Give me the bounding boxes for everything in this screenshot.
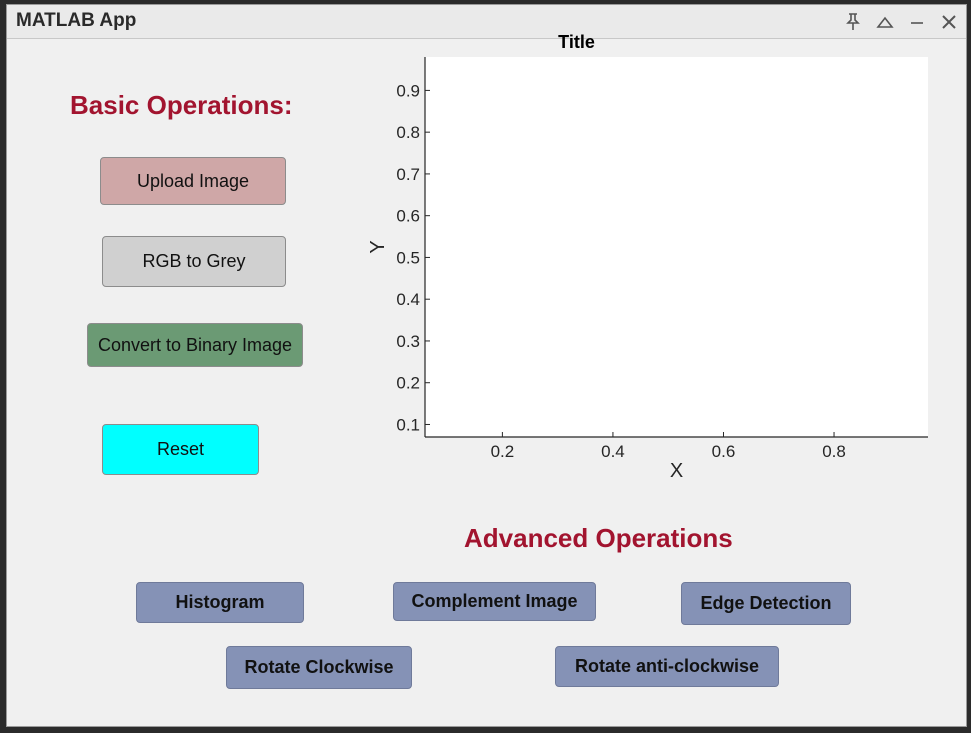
y-tick-label: 0.6 <box>396 207 420 226</box>
y-tick-label: 0.5 <box>396 248 420 267</box>
close-icon[interactable] <box>938 11 960 33</box>
rgb-to-grey-button[interactable]: RGB to Grey <box>102 236 286 287</box>
x-tick-label: 0.8 <box>822 442 846 461</box>
convert-to-binary-button[interactable]: Convert to Binary Image <box>87 323 303 367</box>
basic-operations-heading: Basic Operations: <box>70 90 293 120</box>
rotate-clockwise-button[interactable]: Rotate Clockwise <box>226 646 412 689</box>
reset-button[interactable]: Reset <box>102 424 259 475</box>
histogram-button[interactable]: Histogram <box>136 582 304 623</box>
collapse-icon[interactable] <box>874 11 896 33</box>
x-axis-label: X <box>670 460 683 482</box>
y-tick-label: 0.2 <box>396 374 420 393</box>
y-tick-label: 0.9 <box>396 81 420 100</box>
image-axes: 0.2 0.4 0.6 0.8 0.1 0.2 0.3 0.4 0.5 0.6 0.7 0.8 0.9 X… <box>367 32 928 482</box>
y-tick-label: 0.8 <box>396 123 420 142</box>
complement-image-button[interactable]: Complement Image <box>393 582 596 621</box>
pin-icon[interactable] <box>842 11 864 33</box>
title-bar: MATLAB App <box>7 5 966 39</box>
app-title: MATLAB App <box>16 10 137 31</box>
x-tick-label: 0.6 <box>712 442 736 461</box>
app-window: MATLAB App Basic Operations: Upload Imag… <box>6 4 967 727</box>
edge-detection-button[interactable]: Edge Detection <box>681 582 851 625</box>
upload-image-button[interactable]: Upload Image <box>100 157 286 205</box>
advanced-operations-heading: Advanced Operations <box>464 523 733 553</box>
y-tick-label: 0.4 <box>396 290 420 309</box>
window-controls <box>842 11 960 33</box>
y-tick-label: 0.3 <box>396 332 420 351</box>
minimize-icon[interactable] <box>906 11 928 33</box>
x-tick-label: 0.4 <box>601 442 625 461</box>
axes-title: Title <box>558 32 595 52</box>
y-tick-label: 0.7 <box>396 165 420 184</box>
rotate-anticlockwise-button[interactable]: Rotate anti-clockwise <box>555 646 779 687</box>
plot-area <box>425 57 928 437</box>
y-tick-label: 0.1 <box>396 415 420 434</box>
x-tick-label: 0.2 <box>491 442 515 461</box>
y-axis-label: Y <box>367 240 389 253</box>
